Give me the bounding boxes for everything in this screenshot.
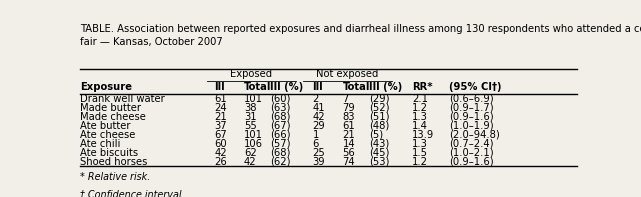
Text: Ate biscuits: Ate biscuits (80, 148, 138, 158)
Text: (57): (57) (271, 139, 291, 149)
Text: 41: 41 (313, 103, 325, 113)
Text: 13.9: 13.9 (412, 130, 434, 140)
Text: Ill: Ill (214, 82, 225, 92)
Text: 1.4: 1.4 (412, 121, 428, 131)
Text: 24: 24 (214, 103, 227, 113)
Text: (5): (5) (369, 130, 383, 140)
Text: Ate chili: Ate chili (80, 139, 121, 149)
Text: 1.2: 1.2 (412, 157, 428, 167)
Text: 62: 62 (244, 148, 257, 158)
Text: 56: 56 (342, 148, 355, 158)
Text: 1.3: 1.3 (412, 139, 428, 149)
Text: (63): (63) (271, 103, 291, 113)
Text: 1.3: 1.3 (412, 112, 428, 122)
Text: 38: 38 (244, 103, 256, 113)
Text: Made cheese: Made cheese (80, 112, 146, 122)
Text: 31: 31 (244, 112, 256, 122)
Text: (1.0–2.1): (1.0–2.1) (449, 148, 494, 158)
Text: 106: 106 (244, 139, 263, 149)
Text: (0.7–2.4): (0.7–2.4) (449, 139, 493, 149)
Text: 26: 26 (214, 157, 227, 167)
Text: (95% CI†): (95% CI†) (449, 82, 501, 92)
Text: 14: 14 (342, 139, 355, 149)
Text: 74: 74 (342, 157, 355, 167)
Text: 2: 2 (313, 94, 319, 104)
Text: Shoed horses: Shoed horses (80, 157, 147, 167)
Text: 67: 67 (214, 130, 227, 140)
Text: (68): (68) (271, 148, 291, 158)
Text: Ate butter: Ate butter (80, 121, 131, 131)
Text: 2.1: 2.1 (412, 94, 428, 104)
Text: † Confidence interval.: † Confidence interval. (80, 189, 185, 197)
Text: 101: 101 (244, 130, 263, 140)
Text: 21: 21 (342, 130, 355, 140)
Text: Ill (%): Ill (%) (369, 82, 403, 92)
Text: 55: 55 (244, 121, 257, 131)
Text: Drank well water: Drank well water (80, 94, 165, 104)
Text: Total: Total (342, 82, 370, 92)
Text: (2.0–94.8): (2.0–94.8) (449, 130, 499, 140)
Text: 39: 39 (313, 157, 325, 167)
Text: 60: 60 (214, 139, 227, 149)
Text: Exposure: Exposure (80, 82, 132, 92)
Text: (48): (48) (369, 121, 390, 131)
Text: (53): (53) (369, 157, 390, 167)
Text: (0.9–1.6): (0.9–1.6) (449, 157, 494, 167)
Text: Ate cheese: Ate cheese (80, 130, 135, 140)
Text: Exposed: Exposed (231, 69, 272, 79)
Text: 37: 37 (214, 121, 227, 131)
Text: 83: 83 (342, 112, 355, 122)
Text: (1.0–1.9): (1.0–1.9) (449, 121, 494, 131)
Text: RR*: RR* (412, 82, 433, 92)
Text: (51): (51) (369, 112, 390, 122)
Text: (0.9–1.7): (0.9–1.7) (449, 103, 494, 113)
Text: 61: 61 (342, 121, 355, 131)
Text: 1.5: 1.5 (412, 148, 428, 158)
Text: Made butter: Made butter (80, 103, 141, 113)
Text: (0.9–1.6): (0.9–1.6) (449, 112, 494, 122)
Text: 7: 7 (342, 94, 349, 104)
Text: (66): (66) (271, 130, 291, 140)
Text: 6: 6 (313, 139, 319, 149)
Text: 25: 25 (313, 148, 326, 158)
Text: (68): (68) (271, 112, 291, 122)
Text: (0.6–6.9): (0.6–6.9) (449, 94, 494, 104)
Text: * Relative risk.: * Relative risk. (80, 172, 151, 182)
Text: 21: 21 (214, 112, 227, 122)
Text: (43): (43) (369, 139, 390, 149)
Text: (67): (67) (271, 121, 291, 131)
Text: (45): (45) (369, 148, 390, 158)
Text: Not exposed: Not exposed (316, 69, 378, 79)
Text: 79: 79 (342, 103, 355, 113)
Text: 42: 42 (313, 112, 325, 122)
Text: (52): (52) (369, 103, 390, 113)
Text: 42: 42 (244, 157, 256, 167)
Text: (60): (60) (271, 94, 291, 104)
Text: 101: 101 (244, 94, 263, 104)
Text: 29: 29 (313, 121, 326, 131)
Text: (62): (62) (271, 157, 291, 167)
Text: 1.2: 1.2 (412, 103, 428, 113)
Text: (29): (29) (369, 94, 390, 104)
Text: Ill: Ill (313, 82, 323, 92)
Text: 42: 42 (214, 148, 227, 158)
Text: 1: 1 (313, 130, 319, 140)
Text: TABLE. Association between reported exposures and diarrheal illness among 130 re: TABLE. Association between reported expo… (80, 24, 641, 47)
Text: 61: 61 (214, 94, 227, 104)
Text: Total: Total (244, 82, 271, 92)
Text: Ill (%): Ill (%) (271, 82, 304, 92)
